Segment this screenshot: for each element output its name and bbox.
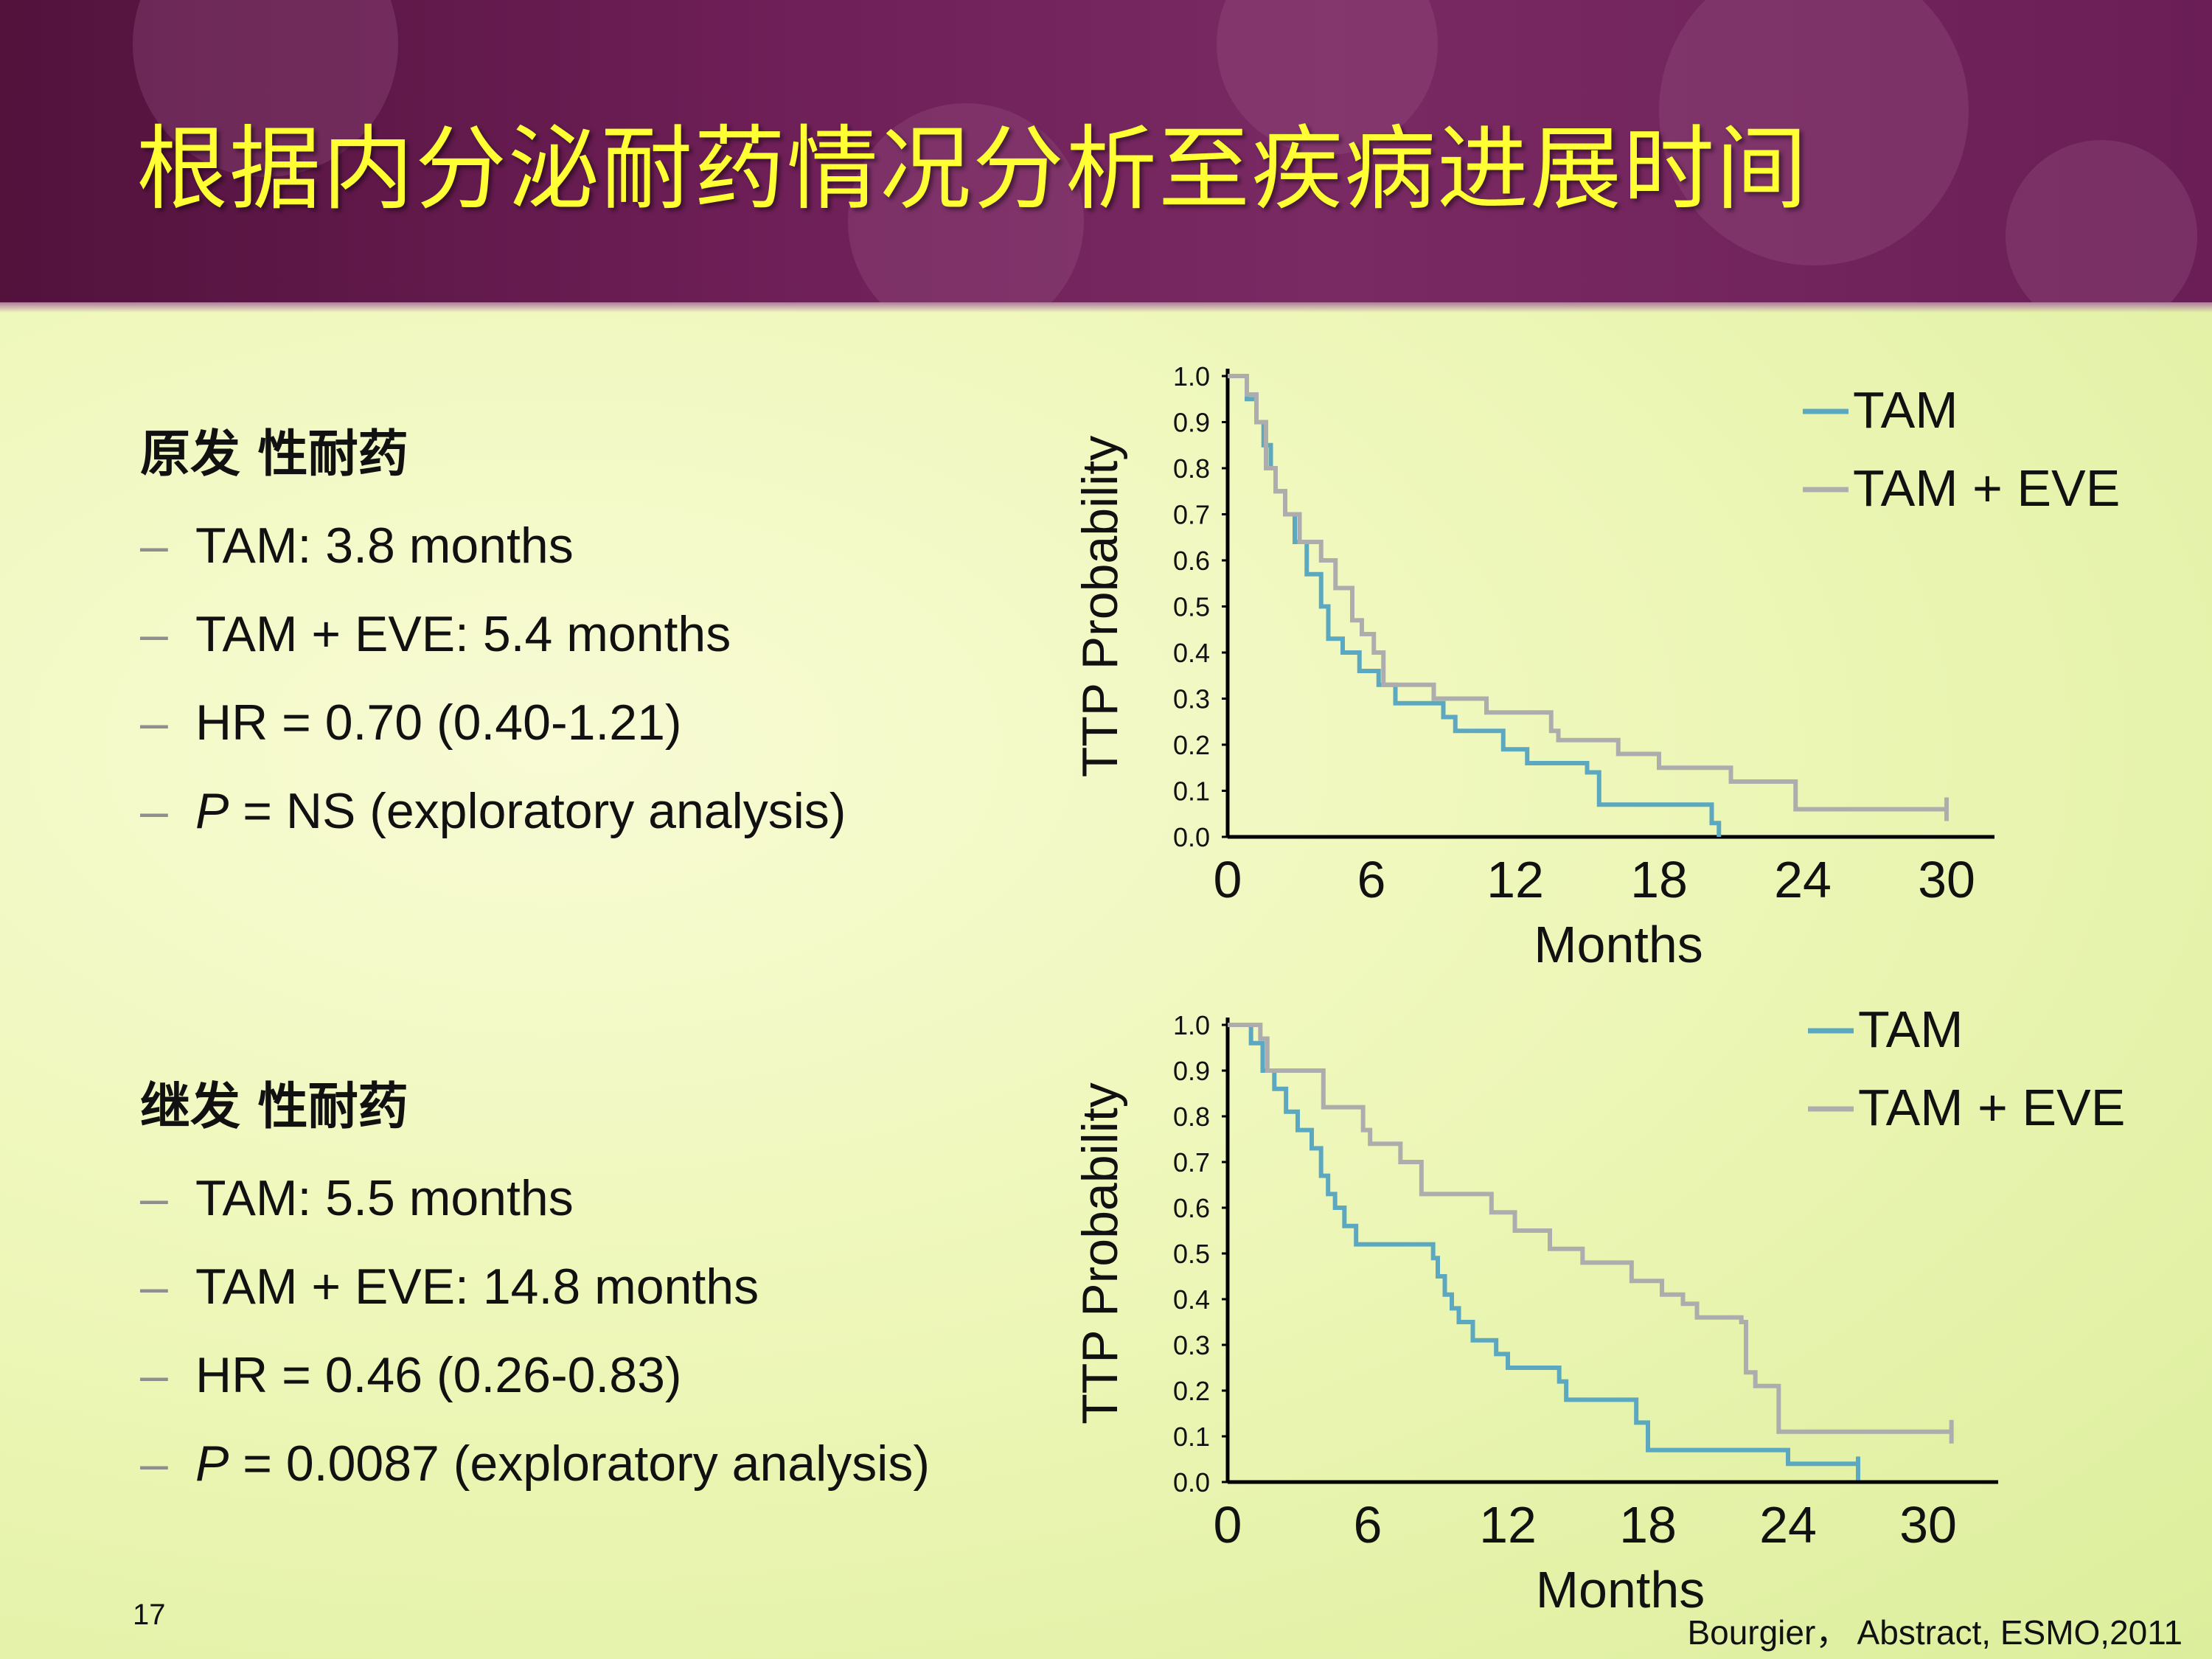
y-tick-label: 0.1 bbox=[1173, 776, 1210, 807]
bullet-text: = NS (exploratory analysis) bbox=[229, 783, 846, 839]
legend-label: TAM + EVE bbox=[1858, 1079, 2125, 1136]
bullet-text: HR = 0.46 (0.26-0.83) bbox=[195, 1347, 682, 1403]
y-tick-label: 0.4 bbox=[1173, 638, 1210, 668]
primary-resistance-block: 原发 性耐药 – TAM: 3.8 months – TAM + EVE: 5.4 … bbox=[140, 413, 846, 840]
bullet-dash: – bbox=[140, 1259, 168, 1315]
x-axis-label: Months bbox=[1534, 916, 1703, 973]
legend-label: TAM bbox=[1858, 1001, 1964, 1058]
secondary-bullet-1: – TAM: 5.5 months bbox=[140, 1169, 930, 1227]
secondary-ttp-chart: 0.0 0.1 0.2 0.3 0.4 0.5 0.6 0.7 0.8 0.9 1.0 0 6 12 18 2… bbox=[1072, 1001, 2125, 1618]
bullet-text: TAM + EVE: 5.4 months bbox=[195, 606, 731, 662]
x-axis-label: Months bbox=[1536, 1561, 1705, 1618]
bullet-text: TAM: 5.5 months bbox=[195, 1170, 574, 1226]
x-tick-label: 0 bbox=[1214, 1496, 1242, 1554]
primary-heading: 原发 性耐药 bbox=[140, 425, 408, 484]
secondary-resistance-block: 继发 性耐药 – TAM: 5.5 months – TAM + EVE: 14.8… bbox=[140, 1065, 930, 1492]
x-tick-label: 30 bbox=[1918, 851, 1975, 908]
y-tick-label: 0.8 bbox=[1173, 453, 1210, 484]
x-tick-label: 18 bbox=[1619, 1496, 1677, 1554]
primary-ttp-chart: 0.0 0.1 0.2 0.3 0.4 0.5 0.6 0.7 0.8 0.9 1.0 0 6 12 18 2… bbox=[1072, 361, 2120, 973]
y-tick-label: 0.9 bbox=[1173, 408, 1210, 438]
banner-shadow bbox=[0, 302, 2212, 313]
banner-decoration bbox=[1659, 0, 1969, 265]
secondary-heading: 继发 性耐药 bbox=[140, 1078, 408, 1136]
x-tick-label: 6 bbox=[1354, 1496, 1382, 1554]
bullet-text: TAM + EVE: 14.8 months bbox=[195, 1259, 759, 1315]
bullet-dash: – bbox=[140, 606, 168, 662]
secondary-bullet-4: – P = 0.0087 (exploratory analysis) bbox=[140, 1435, 930, 1492]
bullet-text: HR = 0.70 (0.40-1.21) bbox=[195, 695, 682, 751]
y-tick-label: 0.3 bbox=[1173, 1330, 1210, 1360]
x-tick-label: 6 bbox=[1357, 851, 1386, 908]
bullet-dash: – bbox=[140, 783, 168, 839]
y-tick-label: 0.7 bbox=[1173, 1147, 1210, 1178]
y-tick-label: 0.7 bbox=[1173, 500, 1210, 530]
x-tick-label: 12 bbox=[1486, 851, 1544, 908]
bullet-dash: – bbox=[140, 1347, 168, 1403]
x-tick-label: 0 bbox=[1214, 851, 1242, 908]
secondary-bullet-3: – HR = 0.46 (0.26-0.83) bbox=[140, 1346, 930, 1404]
legend-label: TAM + EVE bbox=[1853, 459, 2120, 517]
y-tick-label: 0.5 bbox=[1173, 1239, 1210, 1269]
series-line-tam bbox=[1228, 1023, 1860, 1469]
y-tick-label: 1.0 bbox=[1173, 1010, 1210, 1040]
series-line-tam-eve bbox=[1228, 374, 1947, 812]
y-tick-label: 0.4 bbox=[1173, 1284, 1210, 1315]
bullet-text: TAM: 3.8 months bbox=[195, 518, 574, 574]
x-tick-label: 12 bbox=[1479, 1496, 1537, 1554]
y-tick-label: 0.3 bbox=[1173, 684, 1210, 714]
legend-label: TAM bbox=[1853, 381, 1958, 439]
p-value-symbol: P bbox=[195, 1436, 229, 1492]
p-value-symbol: P bbox=[195, 783, 229, 839]
series-line-tam-eve bbox=[1228, 1023, 1952, 1434]
y-tick-label: 1.0 bbox=[1173, 361, 1210, 392]
citation: Bourgier， Abstract, ESMO,2011 bbox=[1687, 1613, 2183, 1652]
primary-bullet-1: – TAM: 3.8 months bbox=[140, 517, 846, 574]
y-tick-label: 0.8 bbox=[1173, 1102, 1210, 1132]
y-axis-label: TTP Probability bbox=[1072, 1082, 1128, 1425]
bullet-dash: – bbox=[140, 1170, 168, 1226]
banner-decoration bbox=[2006, 140, 2197, 302]
primary-bullet-2: – TAM + EVE: 5.4 months bbox=[140, 605, 846, 663]
y-tick-label: 0.2 bbox=[1173, 730, 1210, 760]
x-tick-label: 24 bbox=[1774, 851, 1832, 908]
y-axis-label: TTP Probability bbox=[1072, 436, 1128, 778]
y-tick-label: 0.5 bbox=[1173, 592, 1210, 622]
y-tick-label: 0.1 bbox=[1173, 1422, 1210, 1452]
y-tick-label: 0.0 bbox=[1173, 822, 1210, 852]
x-tick-label: 30 bbox=[1899, 1496, 1957, 1554]
y-tick-label: 0.2 bbox=[1173, 1376, 1210, 1406]
series-line-tam bbox=[1228, 374, 1722, 837]
secondary-bullet-2: – TAM + EVE: 14.8 months bbox=[140, 1258, 930, 1315]
bullet-dash: – bbox=[140, 1436, 168, 1492]
banner-decoration bbox=[848, 103, 1084, 302]
bullet-dash: – bbox=[140, 518, 168, 574]
primary-bullet-3: – HR = 0.70 (0.40-1.21) bbox=[140, 694, 846, 751]
y-tick-label: 0.0 bbox=[1173, 1467, 1210, 1498]
bullet-dash: – bbox=[140, 695, 168, 751]
y-tick-label: 0.6 bbox=[1173, 1193, 1210, 1223]
y-tick-label: 0.9 bbox=[1173, 1056, 1210, 1086]
bullet-text: = 0.0087 (exploratory analysis) bbox=[229, 1436, 930, 1492]
title-banner: 根据内分泌耐药情况分析至疾病进展时间 bbox=[0, 0, 2212, 302]
x-tick-label: 18 bbox=[1630, 851, 1688, 908]
primary-bullet-4: – P = NS (exploratory analysis) bbox=[140, 782, 846, 840]
page-number: 17 bbox=[133, 1599, 166, 1631]
slide-title: 根据内分泌耐药情况分析至疾病进展时间 bbox=[136, 116, 1809, 223]
x-tick-label: 24 bbox=[1759, 1496, 1817, 1554]
y-tick-label: 0.6 bbox=[1173, 546, 1210, 576]
